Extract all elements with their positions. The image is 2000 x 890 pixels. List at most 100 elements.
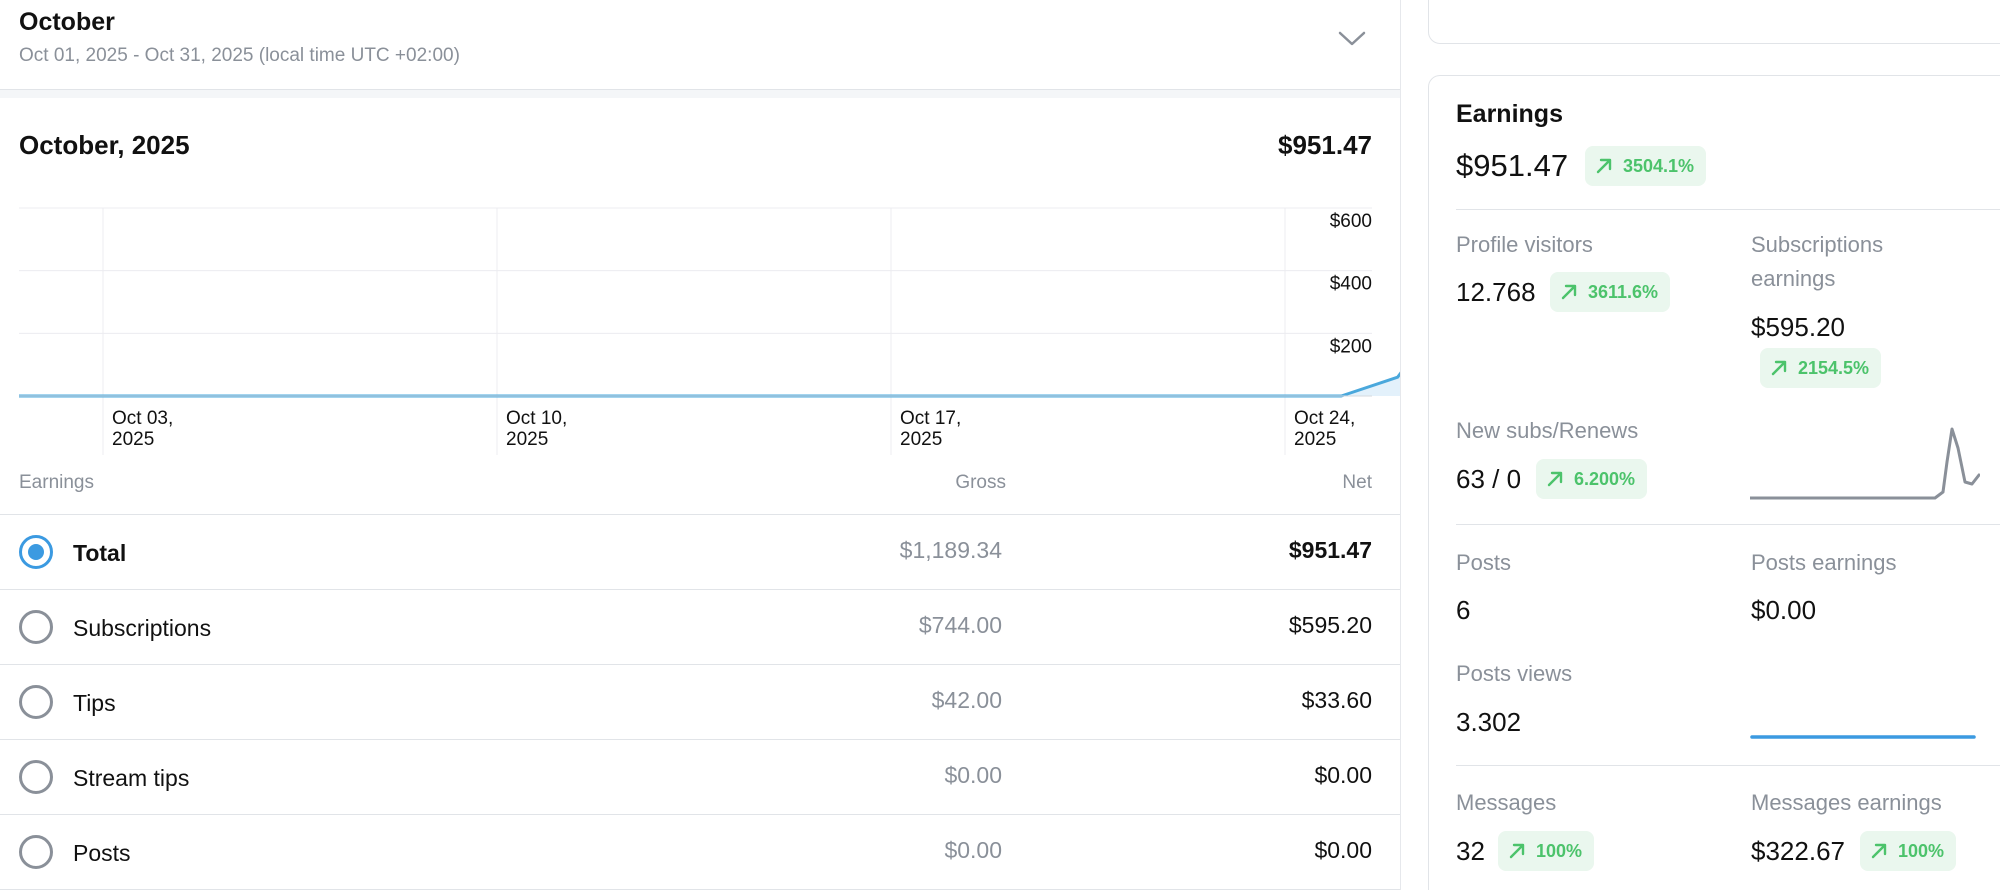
arrow-up-right-icon xyxy=(1509,843,1525,859)
section-divider xyxy=(0,90,1400,98)
row-net: $0.00 xyxy=(1314,762,1372,788)
column-header-gross: Gross xyxy=(955,472,1006,493)
metric-value-profile-visitors: 12.768 xyxy=(1456,277,1536,307)
x-tick-label: Oct 03, xyxy=(112,408,173,429)
radio-total[interactable] xyxy=(19,535,53,569)
row-gross: $744.00 xyxy=(918,612,1002,638)
radio-subscriptions[interactable] xyxy=(19,610,53,644)
metric-value-posts-views: 3.302 xyxy=(1456,707,1522,737)
chart-series-line xyxy=(19,371,1400,398)
metric-label-messages-earnings: Messages earnings xyxy=(1751,790,1942,815)
chart-area-fill xyxy=(19,373,1400,396)
column-header-net: Net xyxy=(1342,472,1372,493)
metric-value-posts-earnings: $0.00 xyxy=(1751,595,1817,625)
x-tick-label: Oct 17, xyxy=(900,408,961,429)
badge-text: 6.200% xyxy=(1574,468,1636,489)
x-tick-label-year: 2025 xyxy=(900,429,942,450)
row-label: Total xyxy=(73,540,127,566)
metric-label-subscriptions-earnings-line2: earnings xyxy=(1751,266,1836,291)
y-tick-label: $200 xyxy=(1330,336,1372,357)
card-divider xyxy=(1456,765,2000,766)
metric-label-profile-visitors: Profile visitors xyxy=(1456,232,1593,257)
table-row-posts[interactable]: Posts $0.00 $0.00 xyxy=(0,815,1400,890)
table-row-total[interactable]: Total $1,189.34 $951.47 xyxy=(0,515,1400,590)
earnings-table-header: Earnings Gross Net xyxy=(0,470,1400,515)
metric-label-posts-views: Posts views xyxy=(1456,661,1573,686)
panel-divider xyxy=(1400,0,1401,890)
period-selector[interactable]: October Oct 01, 2025 - Oct 31, 2025 (loc… xyxy=(0,0,1400,90)
posts-views-sparkline xyxy=(1750,735,1976,739)
metric-value-posts: 6 xyxy=(1456,595,1471,625)
x-tick-label-year: 2025 xyxy=(1294,429,1336,450)
row-gross: $42.00 xyxy=(931,687,1002,713)
row-gross: $0.00 xyxy=(944,837,1002,863)
badge-text: 100% xyxy=(1536,840,1583,861)
row-net: $595.20 xyxy=(1288,612,1372,638)
row-label: Posts xyxy=(73,840,131,866)
earnings-table: Total $1,189.34 $951.47 Subscriptions $7… xyxy=(0,515,1400,890)
month-total: $951.47 xyxy=(1278,130,1372,160)
x-tick-label-year: 2025 xyxy=(112,429,154,450)
badge-text: 2154.5% xyxy=(1798,357,1870,378)
x-tick-label-year: 2025 xyxy=(506,429,548,450)
table-row-stream-tips[interactable]: Stream tips $0.00 $0.00 xyxy=(0,740,1400,815)
radio-posts[interactable] xyxy=(19,835,53,869)
earnings-change-badge: 3504.1% xyxy=(1585,146,1707,186)
row-gross: $1,189.34 xyxy=(899,537,1002,563)
chart-grid xyxy=(19,207,1372,455)
column-header-earnings: Earnings xyxy=(19,472,94,493)
metric-label-new-subs: New subs/Renews xyxy=(1456,418,1639,443)
subscriptions-earnings-change-badge: 2154.5% xyxy=(1760,348,1882,388)
row-label: Subscriptions xyxy=(73,615,212,641)
card-divider xyxy=(1456,209,2000,210)
arrow-up-right-icon xyxy=(1871,843,1887,859)
new-subs-change-badge: 6.200% xyxy=(1536,459,1648,499)
metric-label-subscriptions-earnings: Subscriptions xyxy=(1751,232,1884,257)
row-label: Stream tips xyxy=(73,765,190,791)
metric-value-subscriptions-earnings: $595.20 xyxy=(1751,312,1845,342)
metric-label-posts-earnings: Posts earnings xyxy=(1751,550,1897,575)
profile-visitors-change-badge: 3611.6% xyxy=(1550,272,1671,312)
messages-earnings-change-badge: 100% xyxy=(1860,831,1957,871)
chart-y-ticks: $200 $400 $600 xyxy=(1330,211,1372,357)
earnings-card-value: $951.47 xyxy=(1456,148,1569,183)
row-net: $33.60 xyxy=(1301,687,1372,713)
row-net: $0.00 xyxy=(1314,837,1372,863)
metric-value-new-subs: 63 / 0 xyxy=(1456,464,1522,494)
radio-stream-tips[interactable] xyxy=(19,760,53,794)
earnings-overview-panel: October Oct 01, 2025 - Oct 31, 2025 (loc… xyxy=(0,0,1400,890)
radio-tips[interactable] xyxy=(19,685,53,719)
period-range: Oct 01, 2025 - Oct 31, 2025 (local time … xyxy=(19,45,460,66)
x-tick-label: Oct 10, xyxy=(506,408,567,429)
table-row-subscriptions[interactable]: Subscriptions $744.00 $595.20 xyxy=(0,590,1400,665)
y-tick-label: $600 xyxy=(1330,211,1372,232)
earnings-card-title: Earnings xyxy=(1456,100,1563,128)
arrow-up-right-icon xyxy=(1561,284,1577,300)
previous-card xyxy=(1428,0,2000,44)
card-divider xyxy=(1456,524,2000,525)
period-title: October xyxy=(19,8,115,36)
chevron-down-icon[interactable] xyxy=(1335,26,1369,50)
messages-change-badge: 100% xyxy=(1498,831,1595,871)
badge-text: 3504.1% xyxy=(1623,155,1695,176)
arrow-up-right-icon xyxy=(1547,471,1563,487)
metric-label-messages: Messages xyxy=(1456,790,1557,815)
new-subs-sparkline xyxy=(1750,427,1980,500)
arrow-up-right-icon xyxy=(1596,158,1612,174)
earnings-card xyxy=(1428,75,2000,890)
badge-text: 3611.6% xyxy=(1588,281,1659,302)
row-gross: $0.00 xyxy=(944,762,1002,788)
row-label: Tips xyxy=(73,690,116,716)
metric-label-posts: Posts xyxy=(1456,550,1512,575)
metric-value-messages: 32 xyxy=(1456,836,1485,866)
x-tick-label: Oct 24, xyxy=(1294,408,1355,429)
y-tick-label: $400 xyxy=(1330,274,1372,295)
table-row-tips[interactable]: Tips $42.00 $33.60 xyxy=(0,665,1400,740)
row-net: $951.47 xyxy=(1288,537,1372,563)
arrow-up-right-icon xyxy=(1771,360,1787,376)
month-title: October, 2025 xyxy=(19,130,190,160)
badge-text: 100% xyxy=(1898,840,1945,861)
metric-value-messages-earnings: $322.67 xyxy=(1751,836,1845,866)
